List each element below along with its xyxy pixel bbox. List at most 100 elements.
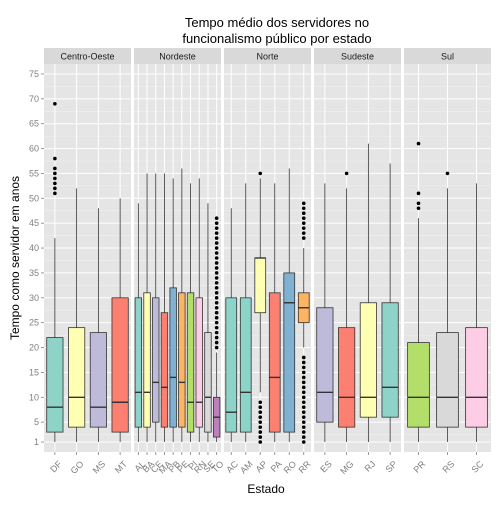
outlier-point-ap [258,415,263,419]
outlier-point-to [214,340,219,345]
box-al [134,203,143,443]
outlier-point-pr [416,191,421,196]
box-body-mt [111,297,129,433]
outlier-point-rr [301,405,306,410]
box-pb [169,178,177,443]
x-axis-title: Estado [247,482,285,496]
box-body-pa [268,292,281,433]
x-tick-label-ap: AP [254,459,270,475]
y-tick-label: 25 [29,318,39,328]
y-tick-label: 10 [29,392,39,402]
outlier-point-rr [301,380,306,385]
outlier-point-to [214,295,219,300]
box-body-rj [359,302,377,418]
outlier-point-ap [258,400,263,405]
box-ro [283,168,296,443]
outlier-point-to [214,256,219,260]
outlier-point-rr [301,236,306,240]
y-tick-label: 45 [29,218,39,228]
facet-label-norte: Norte [256,52,278,62]
outlier-point-ap [258,171,263,176]
outlier-point-df [53,156,57,161]
outlier-point-to [214,330,219,335]
x-tick-label-rs: RS [441,459,457,475]
box-body-go [68,327,86,428]
outlier-point-rs [445,171,450,176]
outlier-point-ap [258,435,263,439]
box-body-df [46,337,64,433]
box-body-ba [143,292,151,428]
outlier-point-rr [301,415,306,419]
y-tick-label: 30 [29,293,39,303]
outlier-point-to [214,345,219,350]
box-pe [178,168,186,443]
y-tick-label: 75 [29,69,39,79]
box-body-ap [254,257,267,314]
outlier-point-df [53,186,57,191]
outlier-point-to [214,320,219,325]
facet-strip-norte [224,48,311,64]
box-mt [111,198,129,443]
outlier-point-rr [301,370,306,375]
outlier-point-rr [301,395,306,400]
facet-sul: Sul PR RS SC [404,48,491,475]
box-ms [89,208,107,443]
x-tick-label-ac: AC [224,459,240,475]
facet-strip-sul [404,48,491,64]
y-tick-label: 1 [34,437,39,447]
facet-label-sudeste: Sudeste [341,52,374,62]
outlier-point-rr [301,216,306,221]
x-tick-label-pa: PA [269,459,284,474]
x-tick-label-ms: MS [91,459,108,476]
outlier-point-to [214,281,219,285]
outlier-point-rr [301,355,306,360]
box-body-se [204,332,212,433]
x-tick-label-am: AM [238,459,255,476]
outlier-point-rr [301,385,306,390]
x-tick-label-ro: RO [282,459,299,476]
facet-label-nordeste: Nordeste [159,52,196,62]
outlier-point-rr [301,435,306,439]
y-tick-label: 50 [29,193,39,203]
outlier-point-rr [301,425,306,429]
outlier-point-rr [301,400,306,405]
box-body-es [316,307,334,423]
box-body-sp [381,302,399,418]
facet-strip-centro-oeste [44,48,131,64]
outlier-point-rr [301,390,306,395]
panel-background-norte [224,64,311,452]
outlier-point-rr [301,365,306,370]
box-body-am [239,297,252,433]
outlier-point-rr [301,221,306,225]
box-body-ce [152,297,160,423]
outlier-point-to [214,266,219,270]
outlier-point-to [214,276,219,280]
box-ce [152,173,160,443]
outlier-point-df [53,101,57,106]
box-body-al [134,297,143,428]
box-rn [195,178,203,443]
outlier-point-mg [344,171,349,176]
outlier-point-rr [301,226,306,230]
outlier-point-df [53,171,57,176]
box-body-pr [407,342,430,428]
box-mg [338,171,356,443]
outlier-point-rr [301,410,306,415]
x-tick-label-mg: MG [338,459,355,476]
outlier-point-ap [258,410,263,415]
x-tick-label-df: DF [48,459,64,475]
outlier-point-pr [416,201,421,206]
box-body-ac [225,297,238,433]
box-ma [160,173,169,443]
box-pi [186,183,195,443]
outlier-point-rr [301,420,306,424]
outlier-point-rr [301,375,306,380]
x-tick-label-mt: MT [113,459,130,476]
box-sp [381,163,399,443]
outlier-point-ap [258,430,263,434]
y-tick-label: 65 [29,119,39,129]
outlier-point-to [214,305,219,310]
facet-label-centro-oeste: Centro-Oeste [60,52,114,62]
y-tick-label: 70 [29,94,39,104]
y-tick-label: 55 [29,168,39,178]
